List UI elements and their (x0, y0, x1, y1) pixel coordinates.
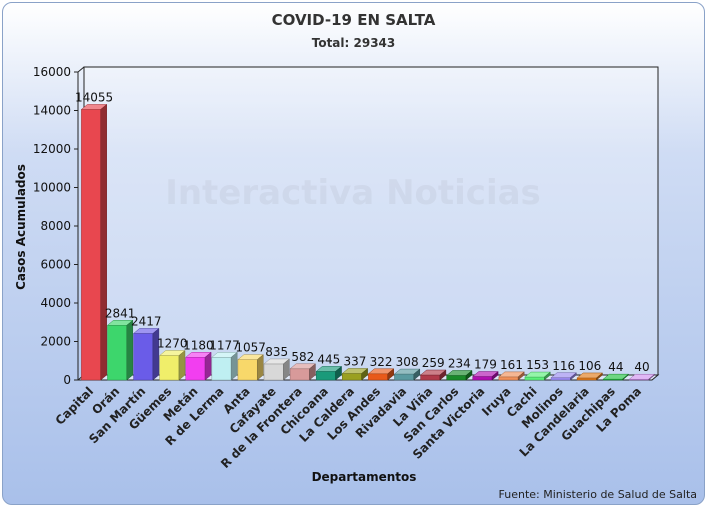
y-axis-title: Casos Acumulados (14, 164, 28, 290)
bar: 161 (498, 358, 525, 381)
y-tick-label: 6000 (40, 258, 71, 272)
bar: 40 (628, 360, 656, 381)
chart-subtitle: Total: 29343 (311, 36, 396, 50)
bar: 153 (524, 358, 551, 381)
data-label: 322 (370, 355, 393, 369)
bar: 259 (419, 356, 447, 381)
data-label: 2417 (131, 314, 162, 328)
y-tick-label: 14000 (33, 104, 71, 118)
data-label: 40 (634, 360, 649, 374)
data-label: 445 (317, 352, 340, 366)
x-axis-title: Departamentos (312, 470, 417, 484)
plot-frame-edge (77, 66, 85, 73)
data-label: 2841 (105, 306, 136, 320)
plot-back-wall (83, 66, 659, 376)
bar: 322 (367, 355, 395, 381)
bar: 2417 (131, 314, 162, 381)
data-label: 835 (265, 345, 288, 359)
data-label: 44 (608, 360, 623, 374)
watermark-text: Interactiva Noticias (165, 173, 541, 213)
bar: 116 (550, 359, 578, 381)
y-tick-label: 16000 (33, 65, 71, 79)
bar: 14055 (75, 90, 113, 381)
y-tick-label: 12000 (33, 142, 71, 156)
data-label: 234 (448, 356, 471, 370)
bar: 1270 (157, 337, 188, 381)
plot-area (76, 66, 660, 381)
bar: 106 (576, 359, 604, 381)
y-axis: 0 2000 4000 6000 8000 10000 12000 14000 16000 (33, 65, 78, 387)
data-label: 179 (474, 358, 497, 372)
y-tick-label: 4000 (40, 296, 71, 310)
bar: 44 (602, 360, 630, 381)
data-label: 153 (526, 358, 549, 372)
bar: 308 (393, 355, 421, 381)
data-label: 14055 (75, 90, 113, 104)
data-label: 1180 (183, 338, 214, 352)
bar: 835 (263, 345, 291, 381)
source-note: Fuente: Ministerio de Salud de Salta (498, 488, 697, 501)
y-tick-label: 0 (63, 373, 71, 387)
y-tick-label: 10000 (33, 181, 71, 195)
data-label: 308 (396, 355, 419, 369)
data-label: 337 (344, 355, 367, 369)
data-label: 1177 (209, 338, 240, 352)
bar: 1180 (183, 338, 214, 381)
bar: 582 (289, 350, 317, 381)
data-label: 106 (578, 359, 601, 373)
data-label: 1057 (235, 341, 266, 355)
data-label: 1270 (157, 337, 188, 351)
y-tick-label: 2000 (40, 335, 71, 349)
bar: 1177 (209, 338, 240, 381)
data-label: 259 (422, 356, 445, 370)
data-label: 116 (552, 359, 575, 373)
data-label: 582 (291, 350, 314, 364)
bar: 2841 (105, 306, 136, 381)
bar: 445 (315, 352, 343, 381)
y-tick-label: 8000 (40, 219, 71, 233)
bar: 179 (472, 358, 499, 381)
data-label: 161 (500, 358, 523, 372)
bar: 1057 (235, 341, 266, 381)
bar: 234 (445, 356, 473, 381)
bar: 337 (341, 355, 369, 381)
chart-title: COVID-19 EN SALTA (271, 11, 436, 29)
